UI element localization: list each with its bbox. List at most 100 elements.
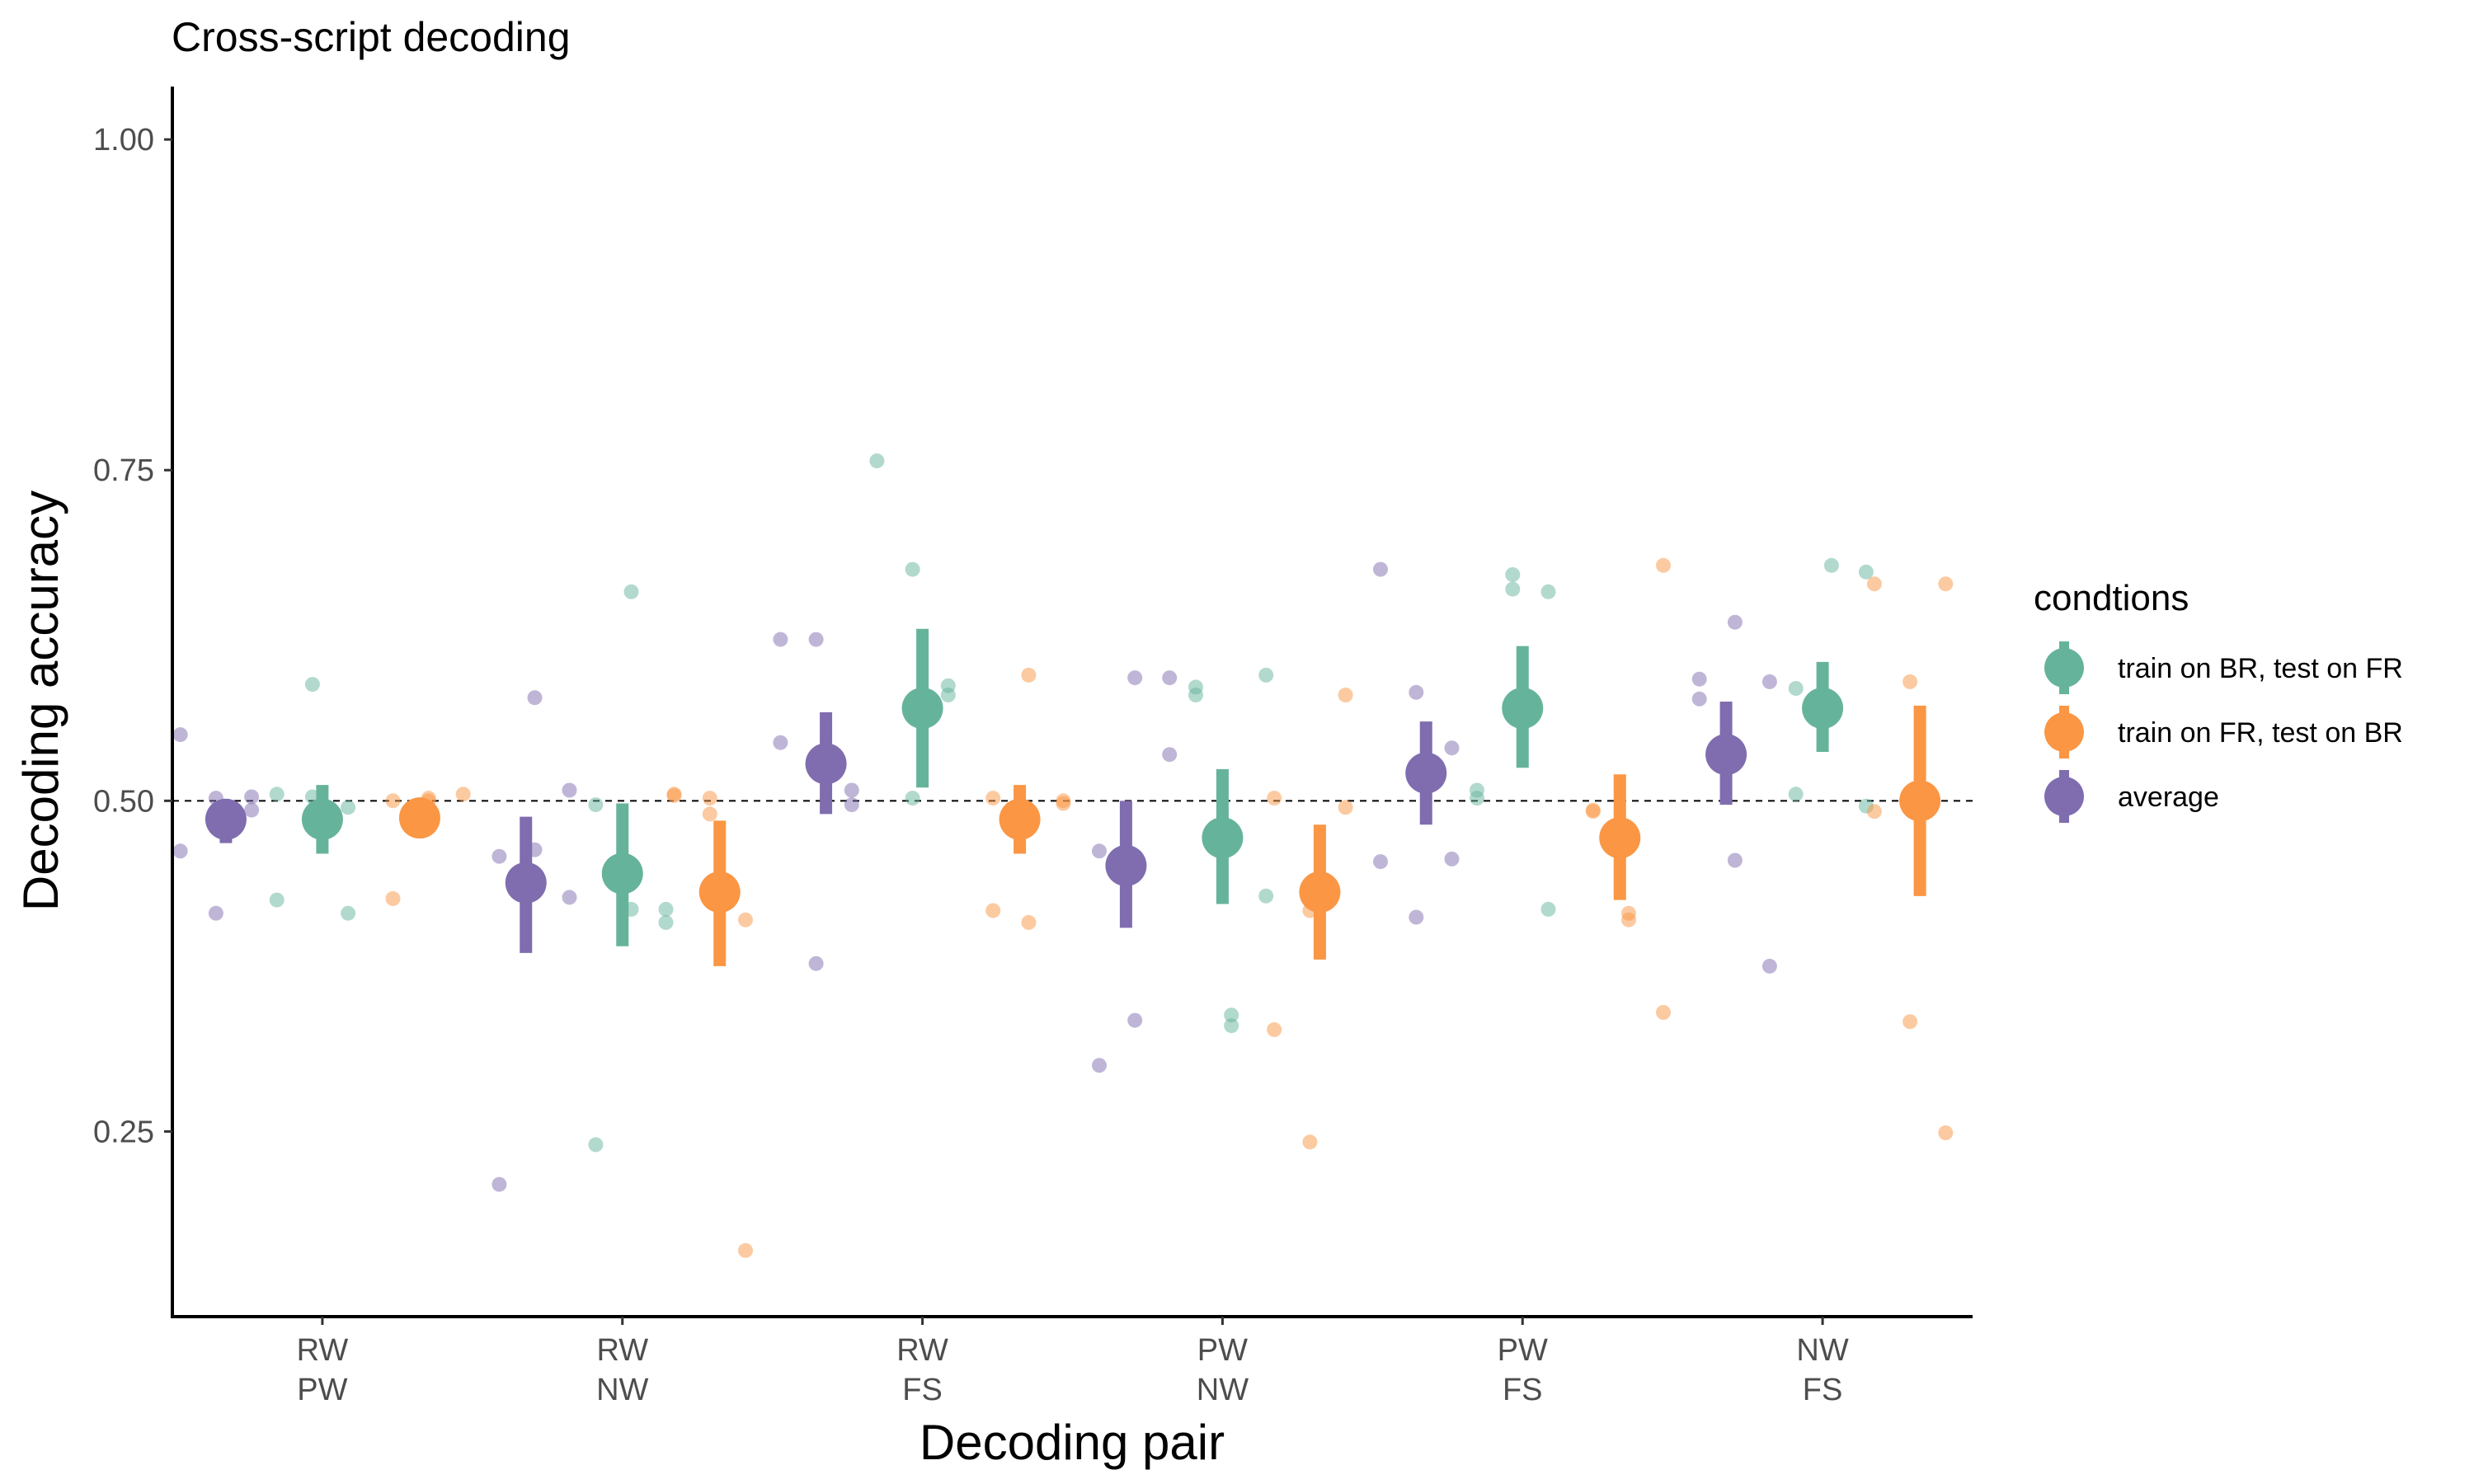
subject-point <box>1727 614 1743 630</box>
subject-point <box>1540 901 1556 917</box>
subject-point <box>1823 557 1839 573</box>
mean-point <box>999 798 1041 840</box>
subject-point <box>208 905 223 921</box>
subject-point <box>1338 800 1353 815</box>
x-tick-label: PW <box>1498 1333 1548 1368</box>
subject-point <box>940 678 956 693</box>
subject-point <box>588 1137 604 1153</box>
subject-point <box>773 632 788 647</box>
subject-point <box>1903 1014 1918 1030</box>
y-tick-label: 0.25 <box>93 1115 154 1149</box>
subject-point <box>588 797 604 813</box>
points-layer <box>172 453 1954 1258</box>
x-ticks-layer: RW PW RW NW RW FS PW NW PW FS NW FS <box>297 1317 1849 1407</box>
subject-point <box>1224 1007 1239 1023</box>
subject-point <box>1656 557 1671 573</box>
subject-point <box>1444 851 1460 866</box>
x-tick-label: FS <box>1803 1373 1843 1407</box>
subject-point <box>1540 584 1556 599</box>
x-tick-label: RW <box>297 1333 349 1368</box>
subject-point <box>1761 958 1777 974</box>
subject-point <box>1691 691 1707 707</box>
subject-point <box>1224 1018 1239 1034</box>
subject-point <box>666 787 682 803</box>
subject-point <box>385 891 401 906</box>
subject-point <box>1938 576 1954 592</box>
mean-point <box>1405 752 1447 794</box>
subject-point <box>702 806 717 822</box>
subject-point <box>1258 667 1274 683</box>
subject-point <box>385 793 401 809</box>
subject-point <box>244 802 260 818</box>
mean-point <box>1105 844 1147 886</box>
legend-title: condtions <box>2034 578 2189 618</box>
subject-point <box>869 453 885 468</box>
legend-label: train on BR, test on FR <box>2118 653 2403 684</box>
subject-point <box>562 890 577 905</box>
subject-point <box>304 677 320 693</box>
subject-point <box>1691 671 1707 687</box>
subject-point <box>1302 1134 1318 1150</box>
subject-point <box>1092 1058 1107 1073</box>
y-ticks-layer: 0.25 0.50 0.75 1.00 <box>93 123 172 1149</box>
subject-point <box>658 914 674 930</box>
subject-point <box>808 956 824 971</box>
subject-point <box>1188 679 1203 695</box>
subject-point <box>1338 688 1353 702</box>
subject-point <box>1444 740 1460 756</box>
subject-point <box>269 892 285 908</box>
mean-point <box>1202 817 1244 859</box>
subject-point <box>1761 674 1777 689</box>
subject-point <box>562 782 577 798</box>
subject-point <box>1903 674 1918 689</box>
x-tick-label: RW <box>596 1333 648 1368</box>
subject-point <box>1373 854 1388 870</box>
subject-point <box>844 782 859 798</box>
subject-point <box>985 903 1001 918</box>
x-tick-label: PW <box>1197 1333 1248 1368</box>
mean-point <box>1599 817 1641 859</box>
subject-point <box>985 791 1001 806</box>
mean-point <box>901 688 943 730</box>
subject-point <box>172 727 188 743</box>
mean-point <box>1802 688 1844 730</box>
subject-point <box>844 797 859 813</box>
mean-point <box>505 862 547 904</box>
mean-point <box>1299 871 1341 913</box>
subject-point <box>1267 791 1282 806</box>
summary-layer <box>205 628 1941 966</box>
x-tick-label: NW <box>1197 1373 1249 1407</box>
subject-point <box>341 905 356 921</box>
legend-key-dot <box>2044 648 2084 688</box>
subject-point <box>269 787 285 802</box>
x-tick-label: FS <box>1503 1373 1543 1407</box>
subject-point <box>738 912 753 928</box>
subject-point <box>341 800 356 815</box>
mean-point <box>698 871 741 913</box>
subject-point <box>1656 1005 1671 1020</box>
subject-point <box>1409 909 1424 925</box>
x-axis-title: Decoding pair <box>920 1415 1225 1470</box>
subject-point <box>1021 667 1037 683</box>
x-tick-label: NW <box>596 1373 648 1407</box>
subject-point <box>738 1242 753 1258</box>
y-tick-label: 0.50 <box>93 784 154 819</box>
legend-label: average <box>2118 782 2219 813</box>
mean-point <box>301 798 343 840</box>
subject-point <box>623 584 639 599</box>
subject-point <box>1727 852 1743 868</box>
mean-point <box>398 797 440 839</box>
subject-point <box>1162 670 1178 686</box>
subject-point <box>702 791 717 806</box>
subject-point <box>1866 576 1882 592</box>
subject-point <box>1162 747 1178 763</box>
subject-point <box>1505 567 1521 582</box>
subject-point <box>455 787 471 802</box>
subject-point <box>1938 1125 1954 1140</box>
subject-point <box>658 901 674 917</box>
subject-point <box>1585 804 1601 819</box>
y-tick-label: 1.00 <box>93 123 154 157</box>
subject-point <box>244 789 260 805</box>
subject-point <box>1866 804 1882 819</box>
